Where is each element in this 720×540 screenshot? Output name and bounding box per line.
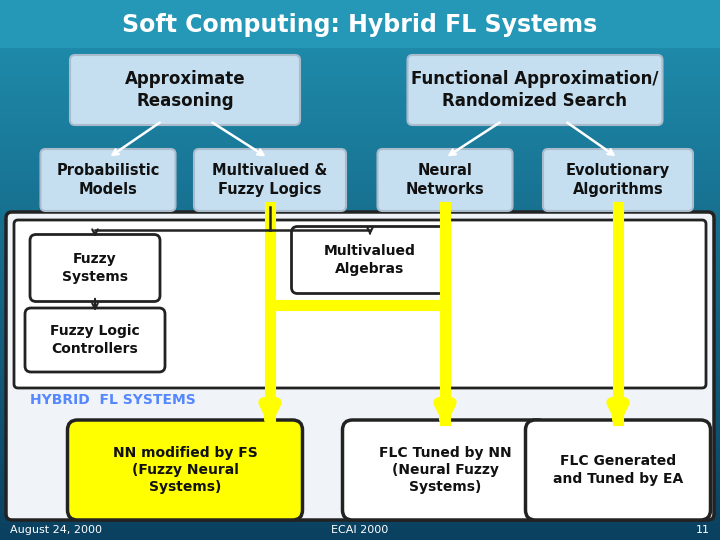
Text: Multivalued &
Fuzzy Logics: Multivalued & Fuzzy Logics [212,163,328,197]
FancyBboxPatch shape [194,149,346,211]
FancyBboxPatch shape [6,212,714,520]
FancyBboxPatch shape [292,226,449,294]
Text: NN modified by FS
(Fuzzy Neural
Systems): NN modified by FS (Fuzzy Neural Systems) [112,446,257,494]
Text: Neural
Networks: Neural Networks [405,163,485,197]
Text: Approximate
Reasoning: Approximate Reasoning [125,70,246,110]
Text: Probabilistic
Models: Probabilistic Models [56,163,160,197]
FancyBboxPatch shape [343,420,547,520]
FancyBboxPatch shape [70,55,300,125]
Text: FLC Generated
and Tuned by EA: FLC Generated and Tuned by EA [553,454,683,485]
FancyBboxPatch shape [408,55,662,125]
Text: Soft Computing: Hybrid FL Systems: Soft Computing: Hybrid FL Systems [122,13,598,37]
Text: FLC Tuned by NN
(Neural Fuzzy
Systems): FLC Tuned by NN (Neural Fuzzy Systems) [379,446,511,494]
Text: Evolutionary
Algorithms: Evolutionary Algorithms [566,163,670,197]
Text: 11: 11 [696,525,710,535]
Text: Fuzzy Logic
Controllers: Fuzzy Logic Controllers [50,325,140,356]
FancyBboxPatch shape [68,420,302,520]
Text: ECAI 2000: ECAI 2000 [331,525,389,535]
FancyBboxPatch shape [543,149,693,211]
Text: Multivalued
Algebras: Multivalued Algebras [324,244,416,275]
Text: Functional Approximation/
Randomized Search: Functional Approximation/ Randomized Sea… [411,70,659,110]
FancyBboxPatch shape [14,220,706,388]
FancyBboxPatch shape [0,0,720,48]
Text: HYBRID  FL SYSTEMS: HYBRID FL SYSTEMS [30,393,196,407]
Text: Fuzzy
Systems: Fuzzy Systems [62,252,128,284]
FancyBboxPatch shape [377,149,513,211]
FancyBboxPatch shape [30,234,160,301]
Text: August 24, 2000: August 24, 2000 [10,525,102,535]
FancyBboxPatch shape [526,420,711,520]
FancyBboxPatch shape [40,149,176,211]
FancyBboxPatch shape [25,308,165,372]
